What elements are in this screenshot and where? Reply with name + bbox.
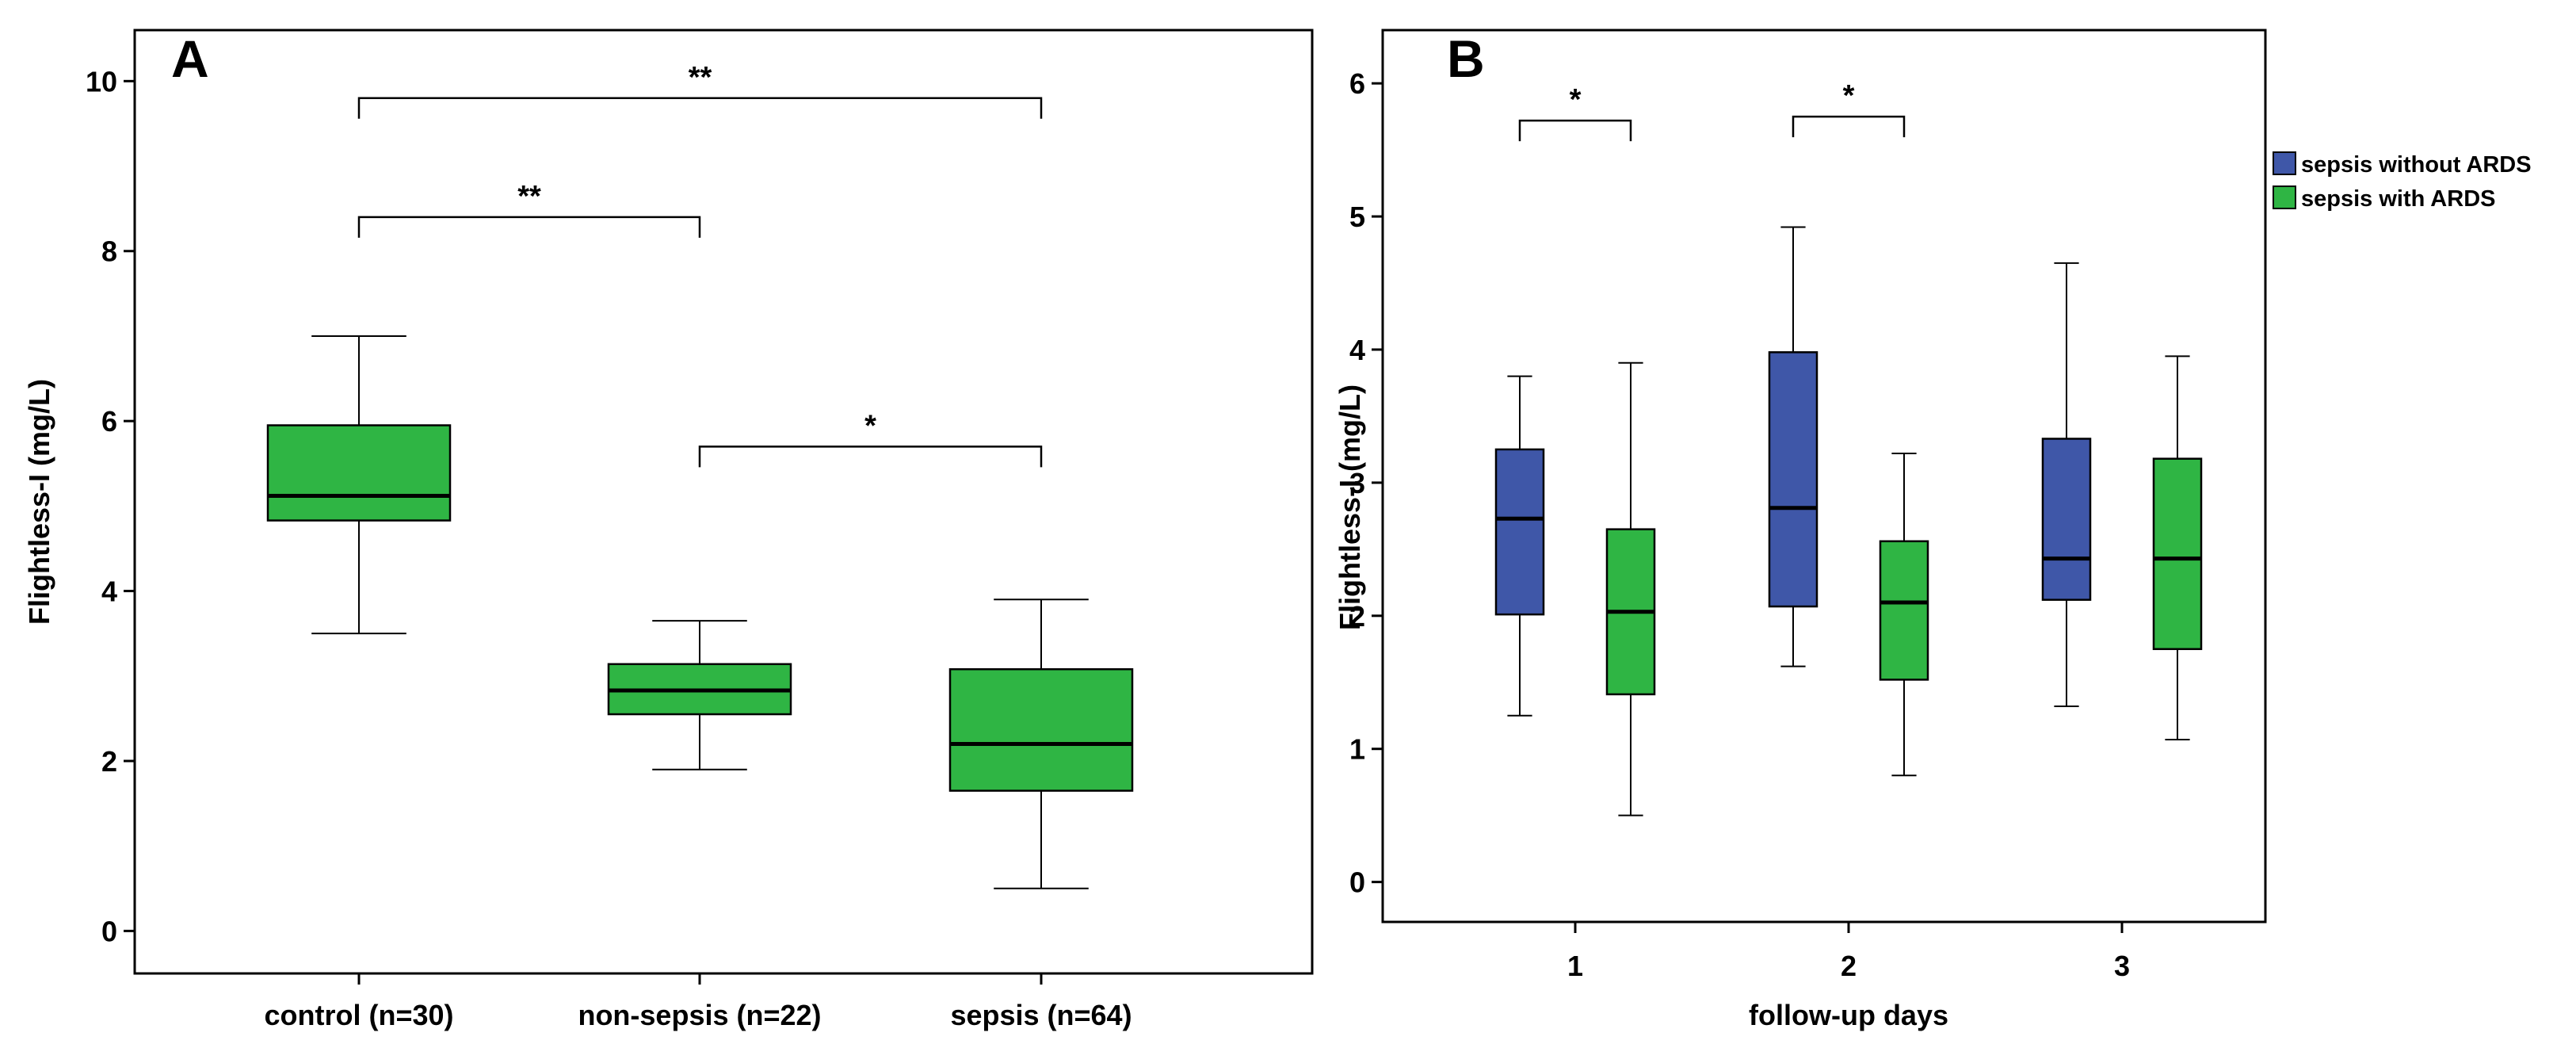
panel-a-y-tick-label: 2 bbox=[101, 745, 117, 778]
panel-b-boxes bbox=[1494, 226, 2203, 816]
panel-a-significance-label: ** bbox=[689, 61, 712, 94]
panel-b-y-tick-label: 5 bbox=[1349, 201, 1365, 233]
panel-a-y-tick-label: 6 bbox=[101, 405, 117, 438]
panel-b-y-tick-label: 6 bbox=[1349, 67, 1365, 100]
legend-swatch-sepsis-without-ards bbox=[2273, 151, 2296, 175]
panel-b-significance-label: * bbox=[1843, 79, 1855, 113]
panel-a-y-ticks: 0 2 4 6 8 10 bbox=[86, 65, 135, 947]
legend-label-sepsis-without-ards: sepsis without ARDS bbox=[2301, 152, 2532, 178]
panel-b-sepsis-with-ards-day-3-box bbox=[2152, 457, 2203, 651]
panel-a-y-tick-label: 4 bbox=[101, 576, 117, 608]
panel-a-control-n-30-box bbox=[266, 424, 452, 522]
panel-b-significance-bracket bbox=[1518, 119, 1632, 142]
panel-b-x-labels: 1 2 3 bbox=[1567, 922, 2130, 982]
panel-b-plot-frame bbox=[1381, 29, 2267, 924]
panel-a-x-label-sepsis-n-64: sepsis (n=64) bbox=[950, 999, 1132, 1031]
panel-a-y-tick-label: 0 bbox=[101, 915, 117, 947]
panel-b-significance: * * bbox=[1518, 79, 1906, 142]
panel-a-sepsis-n-64-box bbox=[948, 667, 1134, 792]
panel-b-sepsis-without-ards-day-2-box bbox=[1768, 351, 1818, 608]
panel-a-significance-bracket bbox=[357, 97, 1043, 119]
panel-a-y-axis-title: Flightless-I (mg/L) bbox=[23, 379, 55, 625]
panel-b-y-tick-label: 3 bbox=[1349, 467, 1365, 499]
panel-b-y-ticks: 0 1 2 3 4 5 6 bbox=[1349, 67, 1383, 899]
panel-b-x-axis-title: follow-up days bbox=[1749, 999, 1948, 1031]
panel-b-y-tick-label: 1 bbox=[1349, 733, 1365, 766]
panel-a-significance-bracket bbox=[357, 216, 701, 238]
panel-a-significance: ***** bbox=[357, 61, 1043, 468]
panel-b-sepsis-without-ards-day-1-box bbox=[1494, 448, 1545, 616]
panel-a-boxes bbox=[266, 335, 1134, 889]
panel-b-x-label-day-2: 2 bbox=[1841, 950, 1857, 982]
panel-b-sepsis-with-ards-day-2-box bbox=[1879, 540, 1929, 681]
panel-a-letter: A bbox=[171, 29, 209, 88]
panel-a-y-tick-label: 10 bbox=[86, 65, 117, 98]
legend-label-sepsis-with-ards: sepsis with ARDS bbox=[2301, 186, 2495, 212]
panel-a-plot-frame bbox=[133, 29, 1314, 975]
panel-b-letter: B bbox=[1447, 29, 1485, 88]
panel-b-y-tick-label: 4 bbox=[1349, 334, 1365, 366]
panel-a-significance-bracket bbox=[698, 446, 1043, 468]
panel-b-sepsis-without-ards-day-3-box bbox=[2041, 438, 2092, 601]
panel-b-significance-bracket bbox=[1792, 115, 1906, 138]
panel-a-y-tick-label: 8 bbox=[101, 235, 117, 268]
panel-a-x-label-control-n-30: control (n=30) bbox=[264, 999, 453, 1031]
panel-b-y-tick-label: 0 bbox=[1349, 866, 1365, 899]
panel-b-x-label-day-1: 1 bbox=[1567, 950, 1583, 982]
panel-a-significance-label: * bbox=[864, 409, 876, 442]
panel-b-significance-label: * bbox=[1570, 83, 1582, 117]
panel-b-legend: sepsis without ARDS sepsis with ARDS bbox=[2273, 151, 2532, 212]
legend-swatch-sepsis-with-ards bbox=[2273, 185, 2296, 209]
panel-b-y-axis-title: Flightless-I (mg/L) bbox=[1334, 384, 1366, 630]
panel-b-x-label-day-3: 3 bbox=[2114, 950, 2130, 982]
panel-b: B Flightless-I (mg/L) follow-up days 0 1 2… bbox=[1334, 29, 2532, 1031]
panel-a-x-label-non-sepsis-n-22: non-sepsis (n=22) bbox=[578, 999, 821, 1031]
panel-a-x-labels: control (n=30) non-sepsis (n=22) sepsis (n… bbox=[264, 973, 1132, 1031]
panel-a-significance-label: ** bbox=[517, 180, 541, 213]
panel-b-y-tick-label: 2 bbox=[1349, 600, 1365, 633]
